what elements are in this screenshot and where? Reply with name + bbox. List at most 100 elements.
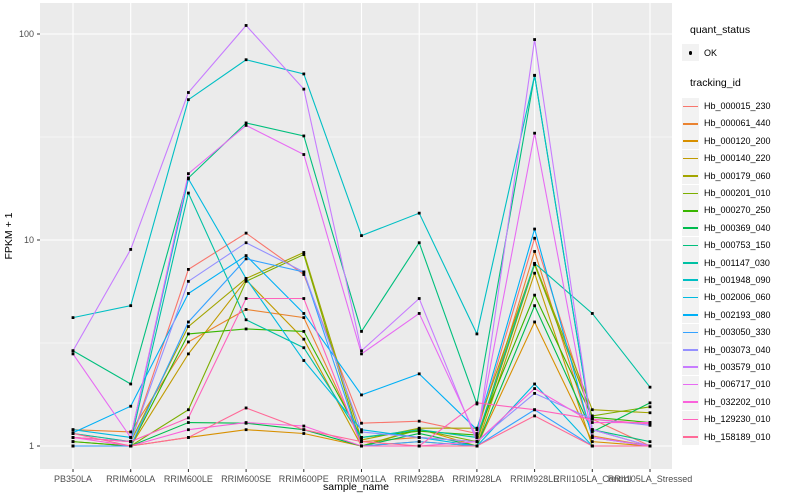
data-point: [590, 436, 594, 439]
data-point: [71, 432, 75, 435]
data-point: [533, 392, 536, 395]
data-point: [302, 330, 306, 333]
x-tick-label: RRIM928LA: [452, 474, 501, 484]
legend-key-swatch: [682, 341, 699, 359]
data-point: [187, 340, 190, 344]
data-point: [244, 297, 248, 300]
data-point: [533, 250, 536, 253]
line-swatch-icon: [683, 140, 698, 142]
data-point: [475, 436, 479, 439]
data-point: [648, 385, 652, 389]
data-point: [244, 121, 248, 125]
data-point: [187, 408, 190, 412]
data-point: [533, 38, 536, 41]
line-swatch-icon: [683, 262, 698, 264]
data-point: [590, 444, 594, 448]
legend-item-Hb_000201_010: Hb_000201_010: [682, 184, 800, 202]
legend-item-Hb_000015_230: Hb_000015_230: [682, 97, 800, 115]
data-point: [417, 440, 421, 444]
x-tick-label: RRIM600LA: [106, 474, 155, 484]
data-point: [187, 421, 190, 424]
data-point: [417, 426, 421, 430]
data-point: [417, 211, 421, 215]
data-point: [533, 382, 536, 386]
data-point: [302, 134, 306, 138]
data-point: [475, 426, 479, 430]
data-point: [590, 434, 594, 438]
legend-item-Hb_000270_250: Hb_000270_250: [682, 201, 800, 219]
data-point: [417, 432, 421, 435]
legend-key-swatch: [682, 149, 699, 167]
legend-key-swatch: [682, 358, 699, 376]
data-point: [187, 91, 190, 94]
data-point: [129, 444, 133, 448]
legend-key-swatch: [682, 306, 699, 324]
data-point: [360, 436, 363, 439]
data-point: [244, 327, 248, 331]
data-point: [244, 231, 248, 235]
data-point: [360, 352, 363, 356]
data-point: [360, 393, 363, 397]
legend-label: Hb_129230_010: [704, 414, 771, 425]
legend-item-Hb_002006_060: Hb_002006_060: [682, 288, 800, 306]
y-tick-label: 100: [19, 29, 34, 39]
data-point: [590, 417, 594, 421]
data-point: [533, 408, 536, 412]
legend-item-Hb_000120_200: Hb_000120_200: [682, 132, 800, 150]
data-point: [302, 428, 306, 432]
x-tick-label: RRII105LA_Control: [553, 474, 631, 484]
x-tick-label: RRIM901LA: [337, 474, 386, 484]
data-point: [302, 424, 306, 428]
data-point: [244, 241, 248, 245]
data-point: [475, 433, 479, 437]
data-point: [244, 124, 248, 127]
legend-item-Hb_000061_440: Hb_000061_440: [682, 114, 800, 132]
data-point: [187, 279, 190, 283]
data-point: [360, 444, 363, 448]
legend-item-Hb_000369_040: Hb_000369_040: [682, 219, 800, 237]
line-swatch-icon: [683, 349, 698, 351]
data-point: [71, 349, 75, 353]
legend-label: Hb_000270_250: [704, 205, 771, 216]
data-point: [533, 227, 536, 231]
data-point: [475, 440, 479, 444]
legend-key-swatch: [682, 184, 699, 202]
line-swatch-icon: [683, 122, 698, 125]
data-point: [71, 352, 75, 356]
legend-key-swatch: [682, 375, 699, 393]
line-swatch-icon: [683, 331, 698, 334]
data-point: [187, 428, 190, 432]
data-point: [129, 382, 133, 386]
x-tick-label: RRII105LA_Stressed: [608, 474, 693, 484]
line-swatch-icon: [683, 192, 698, 195]
data-point: [417, 297, 421, 300]
legend-key-swatch: [682, 410, 699, 428]
y-tick-label: 10: [24, 235, 34, 245]
data-point: [533, 387, 536, 390]
data-point: [187, 177, 190, 181]
x-tick-label: RRIM600LE: [164, 474, 213, 484]
data-point: [244, 58, 248, 62]
legend-label: Hb_002193_080: [704, 309, 771, 320]
legend-label: Hb_000061_440: [704, 118, 771, 129]
data-point: [187, 320, 190, 324]
legend: quant_status OK tracking_id Hb_000015_23…: [682, 24, 800, 445]
data-point: [417, 312, 421, 315]
data-point: [360, 421, 363, 425]
data-point: [244, 277, 248, 280]
data-point: [302, 312, 306, 315]
line-swatch-icon: [683, 279, 698, 282]
x-axis-title: sample_name: [323, 481, 389, 493]
data-point: [302, 253, 306, 256]
legend-label: Hb_000140_220: [704, 153, 771, 164]
data-point: [129, 436, 133, 439]
data-point: [360, 438, 363, 442]
legend-label: Hb_003050_330: [704, 327, 771, 338]
data-point: [360, 330, 363, 333]
data-point: [302, 153, 306, 156]
data-point: [533, 261, 536, 265]
data-point: [187, 191, 190, 195]
data-point: [417, 429, 421, 433]
data-point: [71, 440, 75, 444]
